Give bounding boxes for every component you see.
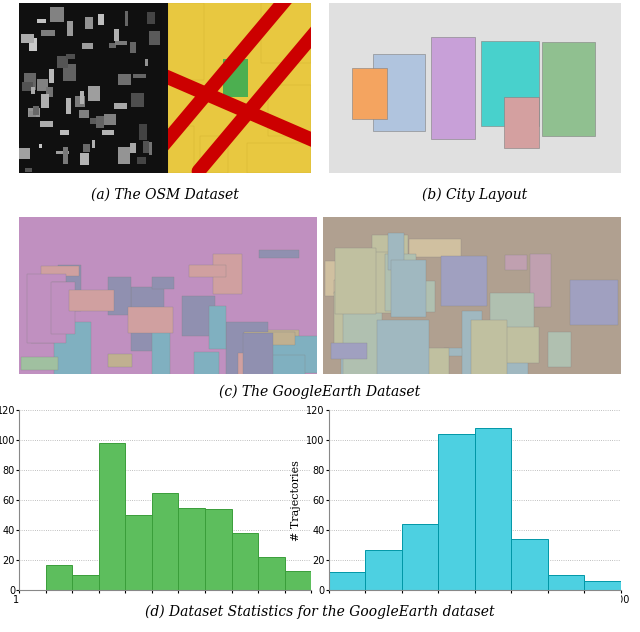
Bar [258, 557, 285, 590]
Bar [329, 573, 365, 590]
Bar [475, 428, 511, 590]
Bar [99, 443, 125, 590]
Bar [548, 576, 584, 590]
Bar [285, 571, 311, 590]
Bar [179, 508, 205, 590]
Bar [152, 493, 179, 590]
Y-axis label: # Trajectories: # Trajectories [291, 460, 301, 541]
Text: (a) The OSM Dataset: (a) The OSM Dataset [92, 188, 239, 202]
X-axis label: Altitude of Viewpoint (m): Altitude of Viewpoint (m) [404, 610, 546, 621]
Text: (d) Dataset Statistics for the GoogleEarth dataset: (d) Dataset Statistics for the GoogleEar… [145, 605, 495, 619]
Bar [372, 54, 425, 131]
Bar [125, 515, 152, 590]
Bar [205, 509, 232, 590]
Text: (c) The GoogleEarth Dataset: (c) The GoogleEarth Dataset [220, 385, 420, 399]
Bar [438, 434, 475, 590]
Bar [511, 539, 548, 590]
X-axis label: Elevation Angle of Viewpoint (°): Elevation Angle of Viewpoint (°) [75, 610, 255, 621]
Bar [584, 581, 621, 590]
Bar [402, 525, 438, 590]
Text: (b) City Layout: (b) City Layout [422, 188, 527, 202]
Bar [352, 68, 387, 119]
Bar [504, 97, 539, 148]
Bar [542, 42, 595, 136]
Bar [481, 40, 539, 126]
Bar [45, 565, 72, 590]
Bar [431, 37, 475, 139]
Bar [72, 576, 99, 590]
Bar [365, 550, 402, 590]
Bar [232, 533, 258, 590]
